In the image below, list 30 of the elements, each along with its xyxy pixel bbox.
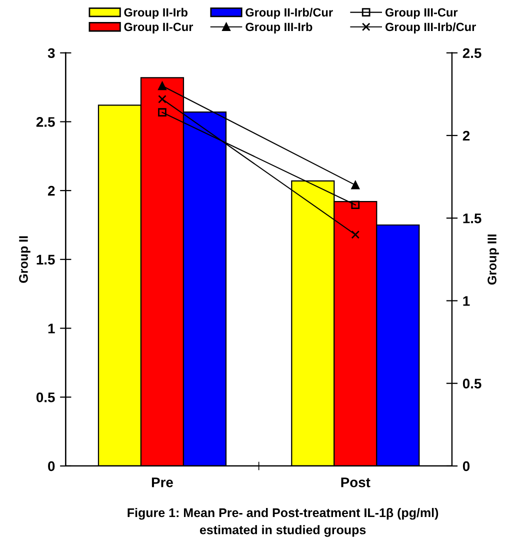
legend-label: Group III-Irb/Cur — [385, 22, 476, 34]
y-axis-title: Group II — [19, 236, 30, 283]
point — [158, 108, 166, 117]
legend-label: Group II-Irb/Cur — [246, 8, 333, 19]
point — [158, 82, 166, 90]
y2-tick-label: 0.5 — [462, 378, 482, 389]
y2-tick-label: 2.5 — [462, 48, 482, 58]
y-tick-label: 2.5 — [36, 117, 55, 127]
legend-label: Group II-Irb — [124, 8, 188, 19]
point — [351, 200, 360, 210]
point — [158, 94, 166, 104]
y2-axis-title: Group III — [488, 234, 499, 285]
y2-tick-label: 1 — [463, 296, 470, 306]
y-tick-label: 0 — [48, 461, 55, 472]
x-tick-label: Post — [341, 478, 370, 488]
y-tick-label: 0.5 — [36, 392, 55, 402]
caption: Figure 1: Mean Pre- and Post-treatment IL-1β (pg/ml) estimated in studied groups — [128, 508, 438, 537]
y-tick-label: 3 — [48, 48, 55, 58]
legend-label: Group II-Cur — [124, 22, 194, 34]
x-tick-label: Pre — [152, 478, 173, 488]
point — [351, 180, 360, 190]
y-tick-label: 1 — [48, 324, 55, 334]
point — [351, 230, 360, 239]
y2-tick-label: 0 — [462, 461, 470, 472]
y2-tick-label: 1.5 — [463, 214, 482, 224]
legend-label: Group III-Irb — [246, 22, 312, 34]
legend-label: Group III-Cur — [385, 8, 458, 19]
y-tick-label: 1.5 — [36, 254, 55, 265]
y2-tick-label: 2 — [462, 130, 470, 141]
y-tick-label: 2 — [48, 186, 55, 196]
